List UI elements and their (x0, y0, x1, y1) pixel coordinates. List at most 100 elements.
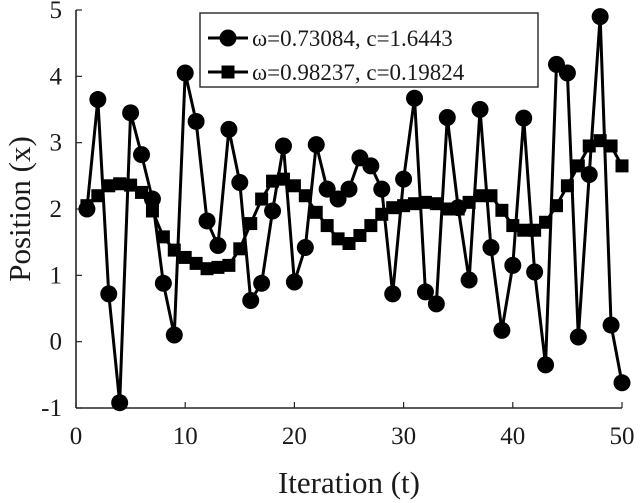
data-point (309, 205, 323, 219)
data-point (602, 316, 620, 334)
data-point (329, 190, 347, 208)
data-point (154, 274, 172, 292)
x-tick-label: 40 (500, 423, 525, 450)
data-point (353, 229, 367, 243)
data-point (89, 91, 107, 109)
series-layer (78, 8, 631, 412)
data-point (113, 177, 127, 191)
data-point (569, 328, 587, 346)
data-point (537, 356, 555, 374)
legend-label: ω=0.98237, c=0.19824 (252, 60, 465, 85)
data-point (220, 120, 238, 138)
legend: ω=0.73084, c=1.6443 ω=0.98237, c=0.19824 (199, 12, 539, 88)
data-point (211, 260, 225, 274)
data-point (615, 159, 629, 173)
data-point (408, 197, 422, 211)
y-tick-label: -1 (41, 395, 62, 422)
data-point (298, 189, 312, 203)
y-tick-label: 2 (50, 196, 63, 223)
data-point (255, 192, 269, 206)
x-tick-label: 10 (173, 423, 198, 450)
data-point (406, 89, 424, 107)
data-point (364, 219, 378, 233)
data-point (613, 374, 631, 392)
data-point (233, 242, 247, 256)
x-tick-label: 0 (70, 423, 83, 450)
data-point (320, 219, 334, 233)
data-point (471, 101, 489, 118)
data-point (178, 250, 192, 264)
data-point (438, 108, 456, 126)
legend-marker (221, 65, 235, 79)
data-point (287, 179, 301, 193)
data-point (222, 258, 236, 272)
data-point (386, 201, 400, 215)
data-point (395, 170, 413, 188)
data-point (482, 238, 500, 256)
data-point (187, 112, 205, 130)
data-point (418, 195, 432, 209)
axis-ticks: 0 10 20 30 40 50 -1 0 1 2 3 4 5 (41, 0, 634, 450)
data-point (111, 394, 129, 412)
data-point (78, 200, 96, 218)
data-point (102, 179, 116, 193)
data-point (558, 64, 576, 82)
y-tick-label: 0 (50, 329, 63, 356)
data-point (429, 197, 443, 211)
data-point (264, 202, 282, 220)
data-point (549, 199, 563, 213)
data-point (473, 189, 487, 203)
data-point (285, 273, 303, 291)
data-point (526, 263, 544, 281)
data-point (362, 157, 380, 175)
legend-marker (219, 29, 237, 47)
data-point (373, 180, 391, 198)
data-point (460, 271, 478, 289)
data-point (604, 139, 618, 153)
y-axis-label: Position (x) (2, 136, 37, 282)
x-tick-label: 50 (610, 423, 635, 450)
data-point (209, 236, 227, 254)
x-tick-label: 30 (391, 423, 416, 450)
data-point (274, 137, 292, 155)
data-point (198, 212, 216, 230)
series-2 (80, 134, 629, 276)
y-tick-label: 4 (50, 63, 63, 90)
data-point (342, 236, 356, 250)
data-point (504, 256, 522, 274)
data-point (580, 166, 598, 184)
x-tick-label: 20 (282, 423, 307, 450)
legend-item-1: ω=0.73084, c=1.6443 (208, 26, 453, 51)
data-point (143, 190, 161, 208)
data-point (176, 64, 194, 82)
data-point (539, 215, 553, 229)
data-point (156, 230, 170, 244)
data-point (296, 238, 314, 256)
data-point (165, 326, 183, 344)
series-line (85, 15, 624, 405)
data-point (253, 274, 271, 292)
data-point (318, 180, 336, 198)
legend-label: ω=0.73084, c=1.6443 (252, 26, 453, 51)
data-point (133, 146, 151, 164)
data-point (591, 8, 609, 26)
data-point (384, 285, 402, 303)
y-tick-label: 3 (50, 130, 63, 157)
data-point (449, 199, 467, 217)
data-point (493, 321, 511, 339)
legend-box (199, 12, 539, 88)
data-point (231, 173, 249, 191)
data-point (122, 104, 140, 122)
y-tick-label: 5 (50, 0, 63, 24)
y-tick-label: 1 (50, 262, 63, 289)
data-point (200, 262, 214, 276)
data-point (91, 189, 105, 203)
series-1 (78, 8, 631, 412)
data-point (416, 283, 434, 301)
data-point (189, 256, 203, 270)
data-point (331, 232, 345, 246)
data-point (515, 109, 533, 127)
legend-item-2: ω=0.98237, c=0.19824 (208, 60, 465, 85)
data-point (340, 180, 358, 198)
